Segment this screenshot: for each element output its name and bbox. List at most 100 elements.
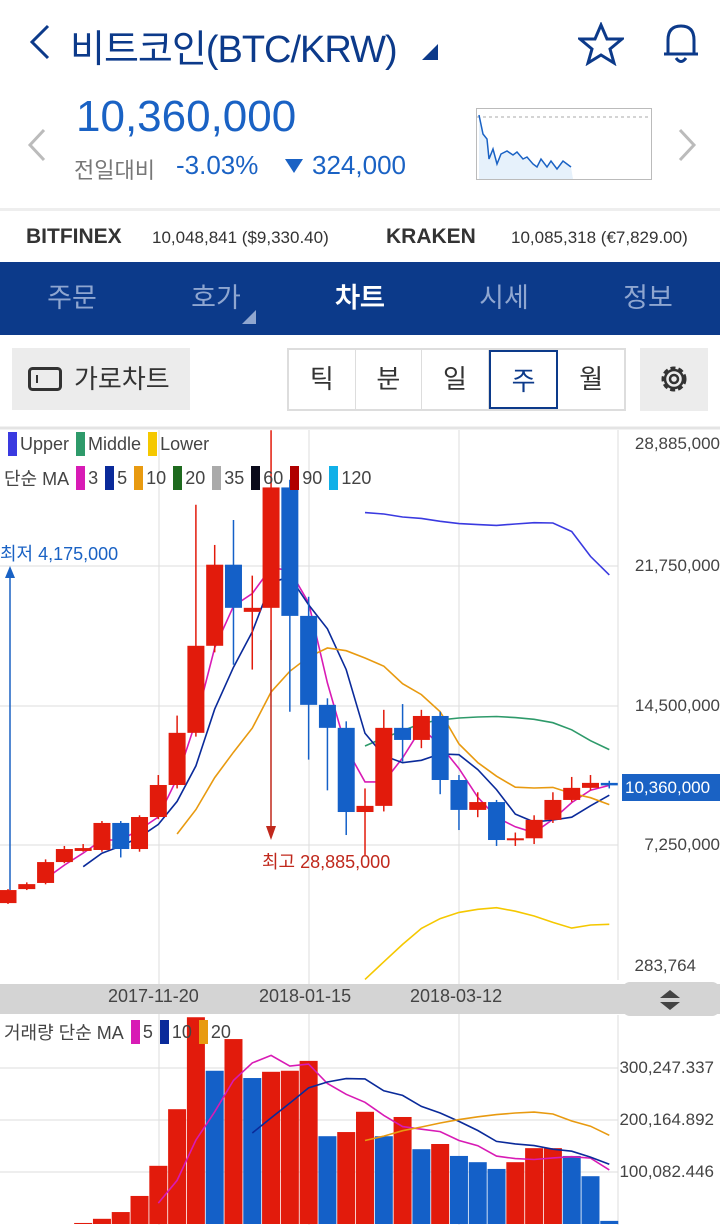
candle-body xyxy=(281,487,299,616)
tab-orderbook[interactable]: 호가 xyxy=(191,283,241,313)
candle-body xyxy=(337,727,355,813)
orderbook-corner-icon xyxy=(242,310,256,324)
period-selector: 틱 분 일 주 월 xyxy=(287,348,626,411)
candle-body xyxy=(450,780,468,810)
volume-bar xyxy=(280,1070,299,1224)
tab-bar: 주문 호가 차트 시세 정보 xyxy=(0,262,720,335)
candle xyxy=(581,775,599,791)
volume-bar xyxy=(262,1071,281,1224)
exchange-name: KRAKEN xyxy=(386,225,476,248)
legend-swatch xyxy=(148,432,158,456)
candle xyxy=(506,832,524,846)
candle-body xyxy=(149,784,167,818)
tab-order[interactable]: 주문 xyxy=(47,283,97,313)
candle xyxy=(55,845,73,864)
volume-bar xyxy=(431,1144,450,1224)
candle-body xyxy=(187,645,205,733)
candle xyxy=(112,821,130,858)
bollinger-legend: Upper Middle Lower xyxy=(4,432,209,456)
legend-swatch xyxy=(134,466,144,490)
candle-body xyxy=(112,822,130,850)
period-week[interactable]: 주 xyxy=(488,350,559,409)
legend-entry: Lower xyxy=(160,433,210,454)
candle-body xyxy=(224,564,242,608)
current-price: 10,360,000 xyxy=(76,92,297,141)
gear-icon xyxy=(661,366,687,392)
legend-entry: 5 xyxy=(117,467,128,488)
legend-entry: 20 xyxy=(210,1021,231,1042)
resize-handle[interactable] xyxy=(622,982,720,1016)
tab-info[interactable]: 정보 xyxy=(623,283,673,313)
chart-settings-button[interactable] xyxy=(640,348,708,411)
low-arrow xyxy=(5,566,15,890)
tab-chart[interactable]: 차트 xyxy=(335,283,385,313)
prev-coin-icon[interactable] xyxy=(26,128,48,167)
candle-body xyxy=(37,862,55,883)
candle-body xyxy=(262,487,280,608)
candle-body xyxy=(206,564,224,646)
volume-bar xyxy=(600,1220,619,1224)
period-minute[interactable]: 분 xyxy=(356,350,423,409)
star-icon[interactable] xyxy=(575,21,627,71)
exchange-bar: BITFINEX 10,048,841 ($9,330.40) KRAKEN 1… xyxy=(0,208,720,262)
candle xyxy=(412,709,430,749)
legend-entry: 90 xyxy=(302,467,323,488)
candle xyxy=(37,859,55,885)
period-day[interactable]: 일 xyxy=(422,350,489,409)
next-coin-icon[interactable] xyxy=(676,128,698,167)
legend-swatch xyxy=(329,466,339,490)
price-chart[interactable] xyxy=(0,420,720,1225)
period-month[interactable]: 월 xyxy=(579,364,604,394)
volume-bar xyxy=(581,1176,600,1224)
candle-body xyxy=(243,607,261,612)
volume-bar xyxy=(149,1165,168,1224)
change-amount: 324,000 xyxy=(312,150,406,180)
legend-label: 거래량 단순 MA xyxy=(4,1023,124,1043)
candle-body xyxy=(300,615,318,705)
candle-body xyxy=(488,802,506,841)
ma-10-line xyxy=(176,647,610,835)
volume-bar xyxy=(543,1148,562,1224)
candle-body xyxy=(412,715,430,740)
y-axis-label: 28,885,000 xyxy=(634,434,720,453)
legend-entry: 3 xyxy=(88,467,99,488)
tab-market-price[interactable]: 시세 xyxy=(479,283,529,313)
legend-entry: 10 xyxy=(146,467,167,488)
candle-body xyxy=(581,782,599,788)
high-annotation: 최고 28,885,000 xyxy=(262,852,391,872)
candle xyxy=(525,815,543,845)
candle xyxy=(168,715,186,789)
legend-entry: Middle xyxy=(88,433,142,454)
candle xyxy=(488,799,506,846)
candle-body xyxy=(55,849,73,863)
volume-bar xyxy=(356,1111,375,1224)
period-tick[interactable]: 틱 xyxy=(289,350,356,409)
coin-dropdown-icon[interactable] xyxy=(422,44,438,60)
candle-body xyxy=(93,822,111,850)
legend-swatch xyxy=(130,1020,140,1044)
candle-body xyxy=(0,890,17,904)
down-triangle-icon xyxy=(285,159,303,173)
legend-entry: 60 xyxy=(263,467,284,488)
volume-bar xyxy=(111,1212,130,1224)
volume-bar xyxy=(468,1162,487,1224)
coin-title[interactable]: 비트코인(BTC/KRW) xyxy=(70,29,398,71)
candle-body xyxy=(356,805,374,813)
volume-bar xyxy=(74,1222,93,1224)
back-icon[interactable] xyxy=(24,22,54,62)
landscape-chart-button[interactable]: 가로차트 xyxy=(12,348,190,410)
low-annotation: 최저 4,175,000 xyxy=(0,544,119,564)
legend-entry: 20 xyxy=(185,467,206,488)
landscape-icon xyxy=(28,367,62,391)
mini-chart[interactable] xyxy=(476,108,652,180)
volume-y-label: 100,082.446 xyxy=(619,1162,714,1181)
legend-swatch xyxy=(198,1020,208,1044)
volume-ma-5-line xyxy=(157,1054,610,1204)
candle-body xyxy=(600,782,618,786)
legend-swatch xyxy=(105,466,115,490)
bell-icon[interactable] xyxy=(660,20,702,71)
candle xyxy=(600,780,618,789)
ma-legend: 단순 MA 3 5 10 20 35 60 90 120 xyxy=(4,465,371,491)
volume-bar xyxy=(130,1195,149,1224)
y-axis-label: 14,500,000 xyxy=(634,696,720,715)
